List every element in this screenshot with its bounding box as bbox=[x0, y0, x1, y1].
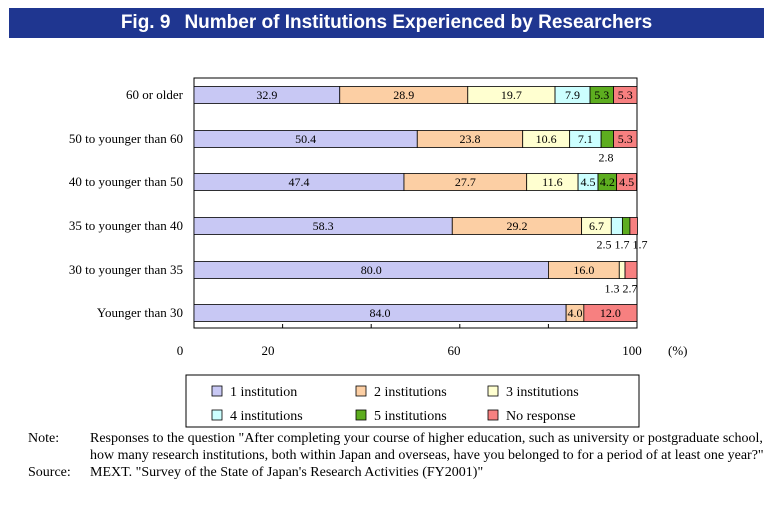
data-label: 58.3 bbox=[313, 219, 334, 233]
data-label: 28.9 bbox=[393, 88, 414, 102]
bar-segment bbox=[618, 261, 626, 279]
data-label: 5.3 bbox=[618, 88, 633, 102]
category-label: 30 to younger than 35 bbox=[69, 262, 183, 277]
data-label: 23.8 bbox=[459, 132, 480, 146]
legend-label: 2 institutions bbox=[374, 385, 447, 400]
data-label: 11.6 bbox=[542, 175, 563, 189]
data-label: 19.7 bbox=[501, 88, 522, 102]
bar-segment bbox=[621, 217, 631, 235]
legend-label: No response bbox=[506, 409, 576, 424]
note-label: Note: bbox=[28, 431, 60, 446]
data-label: 5.3 bbox=[594, 88, 609, 102]
external-data-label: 2.8 bbox=[599, 151, 614, 165]
data-label: 50.4 bbox=[295, 132, 316, 146]
data-label: 6.7 bbox=[589, 219, 604, 233]
x-tick-label: 0 bbox=[177, 343, 184, 358]
data-label: 32.9 bbox=[256, 88, 277, 102]
bar-segment bbox=[616, 173, 637, 191]
legend-swatch bbox=[355, 385, 367, 397]
data-label: 29.2 bbox=[506, 219, 527, 233]
data-label: 4.5 bbox=[581, 175, 596, 189]
bar-segment bbox=[613, 86, 638, 104]
data-label: 4.5 bbox=[619, 175, 634, 189]
legend-label: 1 institution bbox=[230, 385, 297, 400]
x-tick-label: 100 bbox=[622, 343, 642, 358]
note-text: Responses to the question "After complet… bbox=[90, 431, 764, 463]
data-label: 4.0 bbox=[567, 306, 582, 320]
external-data-label: 2.5 1.7 1.7 bbox=[597, 238, 648, 252]
bar-segment bbox=[583, 304, 638, 322]
data-label: 12.0 bbox=[600, 306, 621, 320]
data-label: 47.4 bbox=[288, 175, 309, 189]
data-label: 16.0 bbox=[573, 263, 594, 277]
bar-segment bbox=[624, 261, 638, 279]
legend-swatch bbox=[211, 409, 223, 421]
legend-swatch bbox=[355, 409, 367, 421]
category-label: Younger than 30 bbox=[97, 305, 183, 320]
stacked-bar-chart: 0 20 60 100 (%) 60 or older 50 to younger than… bbox=[69, 77, 688, 428]
data-label: 4.2 bbox=[600, 175, 615, 189]
x-tick-label: 60 bbox=[448, 343, 461, 358]
notes-block: Note: Responses to the question "After c… bbox=[28, 430, 768, 481]
data-label: 7.1 bbox=[578, 132, 593, 146]
plot-area-frame bbox=[193, 77, 638, 329]
figure-title: Number of Institutions Experienced by Re… bbox=[184, 12, 653, 33]
data-label: 5.3 bbox=[618, 132, 633, 146]
legend-label: 5 institutions bbox=[374, 409, 447, 424]
data-label: 7.9 bbox=[565, 88, 580, 102]
category-label: 60 or older bbox=[126, 87, 184, 102]
x-tick-label: 20 bbox=[262, 343, 275, 358]
legend-swatch bbox=[211, 385, 223, 397]
legend-swatch bbox=[487, 409, 499, 421]
source-label: Source: bbox=[28, 465, 71, 480]
bar-segment bbox=[613, 130, 638, 148]
bar-segment bbox=[600, 130, 614, 148]
data-label: 80.0 bbox=[361, 263, 382, 277]
data-label: 27.7 bbox=[455, 175, 476, 189]
figure-title-bar: Fig. 9 Number of Institutions Experience… bbox=[9, 8, 764, 38]
figure-number: Fig. 9 bbox=[120, 12, 171, 33]
source-text: MEXT. "Survey of the State of Japan's Re… bbox=[90, 465, 484, 480]
bar-segment bbox=[610, 217, 623, 235]
note-row: Note: Responses to the question "After c… bbox=[28, 430, 768, 464]
category-label: 35 to younger than 40 bbox=[69, 218, 183, 233]
data-label: 10.6 bbox=[536, 132, 557, 146]
source-row: Source: MEXT. "Survey of the State of Ja… bbox=[28, 464, 768, 481]
legend-swatch bbox=[487, 385, 499, 397]
legend-label: 3 institutions bbox=[506, 385, 579, 400]
x-unit-label: (%) bbox=[668, 343, 688, 358]
legend-label: 4 institutions bbox=[230, 409, 303, 424]
external-data-label: 1.3 2.7 bbox=[605, 282, 638, 296]
category-label: 50 to younger than 60 bbox=[69, 131, 183, 146]
category-label: 40 to younger than 50 bbox=[69, 174, 183, 189]
bar-segment bbox=[629, 217, 638, 235]
data-label: 84.0 bbox=[370, 306, 391, 320]
legend-box bbox=[185, 374, 640, 428]
